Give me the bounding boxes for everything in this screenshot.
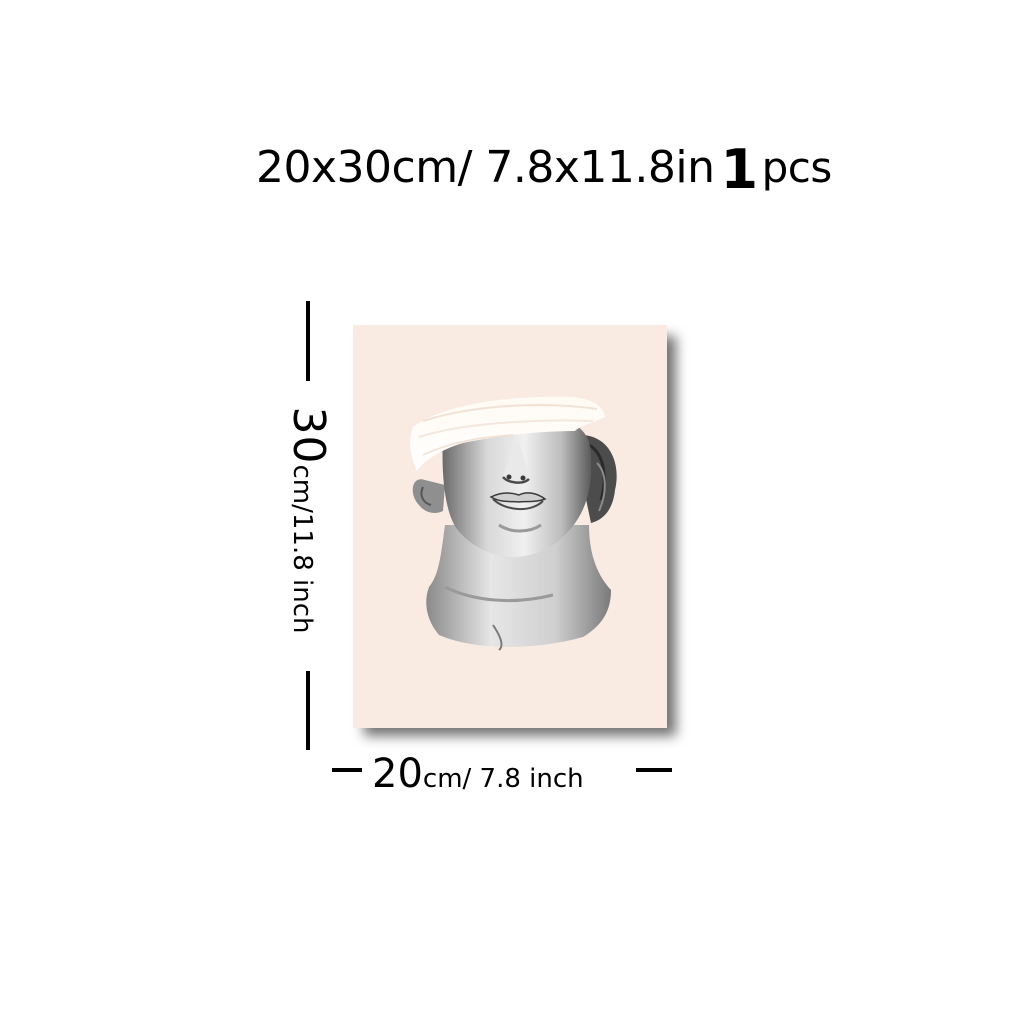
- width-label: 20cm/ 7.8 inch: [372, 752, 584, 804]
- width-line-left: [332, 768, 362, 772]
- height-line-bottom: [306, 671, 310, 750]
- width-line-right: [636, 768, 672, 772]
- marble-bust-image: [410, 396, 617, 651]
- height-value: 30: [283, 406, 334, 465]
- poster-artwork: [353, 325, 667, 728]
- height-line-top: [306, 301, 310, 381]
- height-unit: cm/11.8 inch: [287, 464, 317, 634]
- quantity-number: 1: [720, 138, 758, 201]
- quantity-unit: pcs: [761, 143, 833, 192]
- size-headline: 20x30cm/ 7.8x11.8in 1pcs: [256, 136, 833, 201]
- size-text: 20x30cm/ 7.8x11.8in: [256, 142, 715, 193]
- width-value: 20: [372, 751, 423, 797]
- width-unit: cm/ 7.8 inch: [422, 764, 584, 794]
- height-label: 30cm/11.8 inch: [283, 406, 334, 634]
